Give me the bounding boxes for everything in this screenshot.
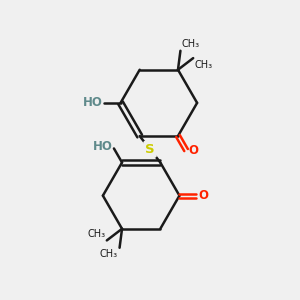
Text: O: O xyxy=(198,189,208,202)
Text: CH₃: CH₃ xyxy=(87,229,105,239)
Text: S: S xyxy=(145,143,155,156)
Text: HO: HO xyxy=(93,140,112,154)
Text: CH₃: CH₃ xyxy=(195,60,213,70)
Text: HO: HO xyxy=(83,96,103,110)
Text: CH₃: CH₃ xyxy=(100,249,118,259)
Text: CH₃: CH₃ xyxy=(182,39,200,49)
Text: O: O xyxy=(188,144,198,157)
